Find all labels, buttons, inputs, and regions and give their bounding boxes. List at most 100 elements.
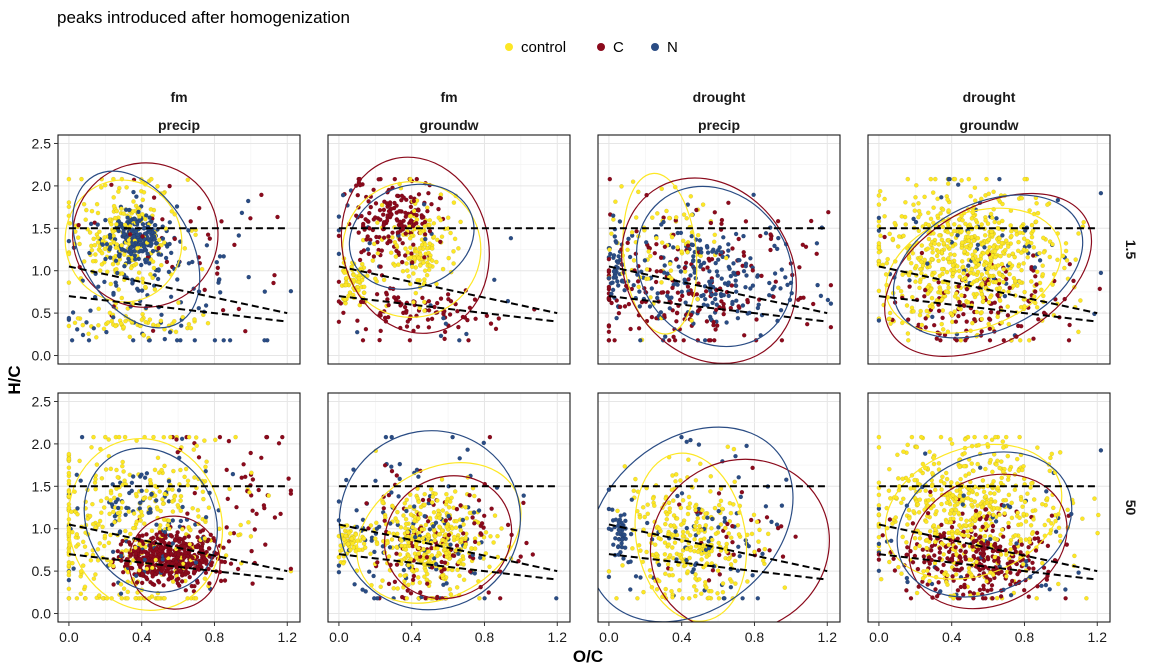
- point-control: [687, 533, 693, 538]
- point-control: [950, 243, 956, 249]
- point-control: [1019, 267, 1024, 273]
- point-control: [395, 509, 400, 515]
- point-control: [630, 179, 636, 184]
- point-control: [959, 293, 964, 298]
- point-c: [810, 301, 816, 307]
- point-n: [288, 288, 294, 294]
- point-c: [365, 218, 370, 224]
- point-control: [170, 487, 175, 492]
- point-control: [97, 229, 102, 234]
- point-control: [663, 586, 668, 592]
- point-control: [140, 197, 146, 203]
- point-n: [626, 236, 631, 242]
- point-control: [477, 596, 482, 601]
- point-control: [1035, 210, 1041, 216]
- point-n: [714, 269, 720, 274]
- point-n: [615, 260, 621, 265]
- point-c: [1026, 544, 1031, 550]
- point-n: [750, 573, 755, 578]
- point-c: [384, 292, 390, 297]
- point-c: [445, 292, 451, 297]
- point-n: [147, 261, 152, 266]
- point-control: [491, 540, 496, 545]
- point-c: [400, 240, 405, 246]
- point-control: [654, 235, 659, 241]
- point-control: [993, 279, 999, 285]
- point-control: [82, 544, 88, 549]
- point-c: [382, 463, 388, 468]
- point-c: [704, 319, 710, 324]
- point-n: [138, 262, 144, 268]
- point-c: [176, 552, 181, 557]
- point-n: [103, 217, 108, 223]
- point-n: [180, 504, 185, 510]
- point-n: [679, 434, 684, 440]
- point-c: [272, 272, 277, 278]
- point-control: [898, 288, 904, 294]
- point-c: [286, 476, 291, 481]
- point-n: [389, 464, 394, 469]
- point-c: [1018, 323, 1024, 329]
- point-n: [397, 476, 402, 482]
- point-control: [178, 493, 184, 499]
- point-control: [1010, 251, 1016, 256]
- point-control: [349, 536, 355, 542]
- point-c: [186, 534, 192, 539]
- point-c: [175, 449, 180, 455]
- point-n: [608, 251, 613, 257]
- reference-line-upper-boundary: [338, 265, 558, 315]
- point-control: [931, 231, 936, 236]
- point-control: [408, 213, 414, 219]
- point-control: [1041, 293, 1046, 299]
- point-control: [940, 207, 946, 212]
- point-n: [611, 269, 617, 274]
- point-control: [192, 317, 197, 322]
- point-n: [606, 574, 612, 580]
- point-n: [127, 207, 132, 213]
- point-control: [699, 527, 704, 533]
- point-c: [706, 256, 711, 262]
- point-c: [670, 285, 675, 291]
- ellipses: [67, 437, 224, 611]
- point-n: [621, 556, 626, 561]
- point-control: [910, 251, 916, 256]
- point-n: [814, 241, 820, 246]
- point-c: [366, 251, 372, 257]
- point-c: [226, 539, 232, 544]
- point-n: [146, 510, 151, 516]
- point-c: [695, 308, 701, 314]
- point-n: [727, 266, 732, 272]
- point-n: [152, 222, 158, 228]
- point-control: [433, 533, 438, 539]
- point-c: [936, 308, 942, 314]
- panel-50-drought-precip: [597, 392, 841, 623]
- point-control: [1033, 219, 1039, 224]
- point-control: [727, 519, 733, 524]
- point-control: [151, 265, 157, 271]
- point-n: [667, 306, 673, 311]
- point-n: [662, 263, 667, 268]
- point-n: [633, 574, 639, 579]
- point-control: [1073, 257, 1078, 262]
- point-control: [121, 586, 127, 591]
- point-c: [496, 316, 502, 321]
- point-c: [356, 230, 361, 235]
- point-c: [394, 248, 399, 254]
- point-n: [167, 220, 173, 225]
- point-control: [1064, 258, 1070, 263]
- point-control: [451, 200, 457, 205]
- point-control: [693, 478, 699, 483]
- point-n: [336, 214, 342, 219]
- point-control: [151, 434, 156, 440]
- point-c: [250, 477, 256, 482]
- point-control: [638, 548, 643, 553]
- point-control: [692, 537, 697, 542]
- point-c: [658, 268, 664, 274]
- point-n: [751, 192, 756, 198]
- point-control: [876, 193, 882, 198]
- point-control: [422, 224, 428, 229]
- point-control: [375, 251, 381, 256]
- point-control: [959, 240, 965, 245]
- point-c: [226, 438, 232, 444]
- point-c: [484, 313, 490, 319]
